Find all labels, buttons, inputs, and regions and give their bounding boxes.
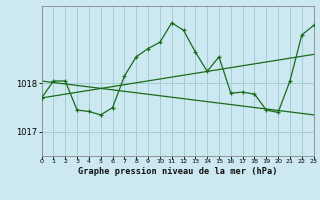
X-axis label: Graphe pression niveau de la mer (hPa): Graphe pression niveau de la mer (hPa) — [78, 167, 277, 176]
